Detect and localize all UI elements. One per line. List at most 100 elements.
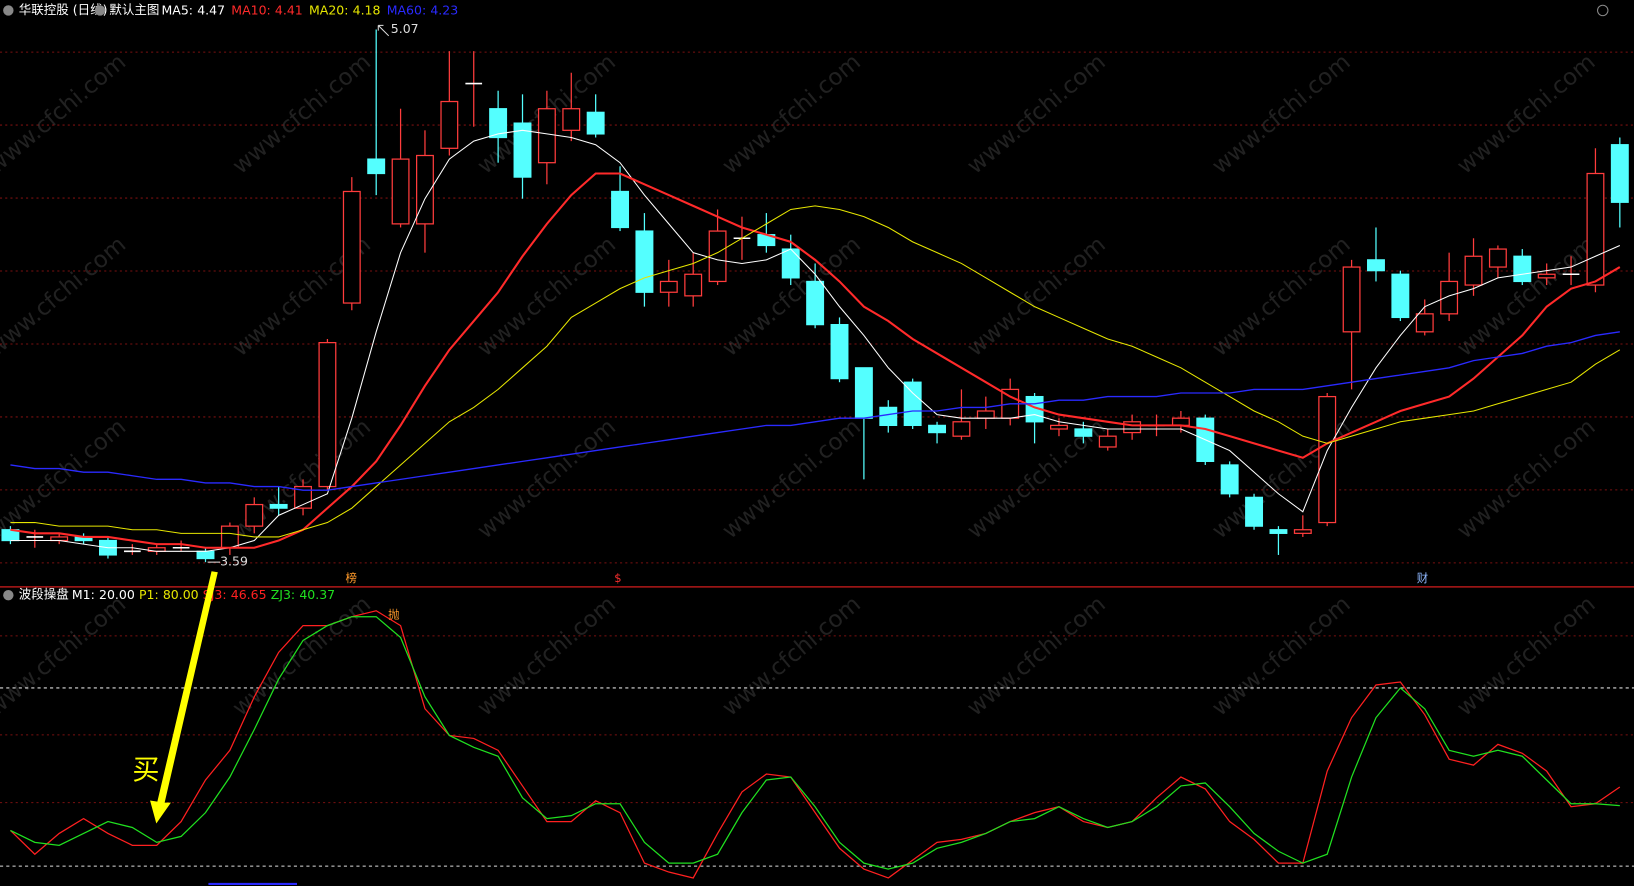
legend-value: 40.37 [299, 587, 335, 602]
ma-line [10, 205, 1621, 538]
candle-body [830, 324, 849, 380]
candle-body [220, 525, 239, 549]
candle-body [269, 503, 288, 509]
event-marker: $ [614, 571, 621, 585]
candle-body [1610, 144, 1629, 203]
indicator-line [10, 616, 1620, 870]
legend-name: MA10: [231, 2, 270, 17]
legend-name: MA20: [309, 2, 348, 17]
candle-body [659, 280, 678, 293]
candle-body [1415, 313, 1434, 333]
ma-line [10, 129, 1621, 552]
candle-body [196, 550, 215, 560]
legend-value: 4.23 [430, 2, 458, 17]
ma-line [10, 172, 1621, 549]
candle-body [879, 406, 898, 427]
candle-body [611, 190, 630, 229]
candle-body [1123, 421, 1142, 434]
legend-value: 4.41 [275, 2, 303, 17]
candle-body [1488, 248, 1507, 268]
candle-body [1269, 529, 1288, 534]
legend-entry: P1: 80.00 [139, 587, 199, 602]
candle-body [318, 341, 337, 488]
candle-body [708, 230, 727, 283]
candle-body [903, 381, 922, 427]
indicator-line [9, 610, 1621, 879]
indicator-title: 波段操盘 [19, 587, 69, 602]
candle-body [854, 367, 873, 419]
legend-value: 4.47 [197, 2, 225, 17]
candle-body [1245, 496, 1264, 527]
candle-body [440, 100, 459, 149]
candle-body [537, 108, 556, 164]
candle-body [1220, 464, 1239, 495]
candle-body [489, 108, 508, 139]
legend-value: 4.18 [353, 2, 381, 17]
candle-body [562, 108, 581, 131]
sell-signal: 抛 [388, 607, 399, 621]
menu-icon[interactable] [3, 5, 14, 16]
candle-body [928, 424, 947, 434]
min-label: 3.59 [220, 554, 248, 569]
candle-body [781, 248, 800, 279]
indicator-legend: M1: 20.00 P1: 80.00 SJ3: 46.65 ZJ3: 40.37 [72, 587, 335, 602]
stock-title: 华联控股 (日线) [19, 2, 108, 17]
candle-body [1074, 428, 1093, 437]
buy-arrow [150, 571, 218, 824]
template-icon[interactable] [94, 5, 106, 16]
settings-icon[interactable] [1597, 4, 1609, 17]
ma-legend: MA5: 4.47 MA10: 4.41 MA20: 4.18 MA60: 4.23 [162, 2, 459, 17]
legend-entry: MA60: 4.23 [387, 2, 458, 17]
legend-entry: MA20: 4.18 [309, 2, 380, 17]
legend-entry: M1: 20.00 [72, 587, 135, 602]
candle-body [391, 158, 410, 225]
legend-value: 80.00 [163, 587, 199, 602]
candle-body [952, 421, 971, 437]
legend-entry: MA10: 4.41 [231, 2, 302, 17]
max-label: 5.07 [391, 21, 419, 36]
plot-area: 5.07 3.59 榜 $ 财抛买 [0, 21, 1634, 879]
event-marker: 财 [1417, 571, 1428, 585]
candle-body [586, 111, 605, 135]
candle-body [976, 410, 995, 419]
legend-entry: ZJ3: 40.37 [271, 587, 335, 602]
candle-body [1171, 417, 1190, 427]
candle-body [1513, 255, 1532, 283]
candle-body [1367, 259, 1385, 272]
legend-name: MA60: [387, 2, 426, 17]
candle-body [1098, 435, 1117, 448]
candle-body [1318, 395, 1337, 524]
candle-body [1586, 172, 1605, 286]
candle-body [1050, 424, 1068, 430]
legend-name: M1: [72, 587, 95, 602]
indicator-icon[interactable] [3, 589, 14, 601]
legend-name: ZJ3: [271, 587, 295, 602]
buy-signal: 买 [132, 755, 159, 786]
template-name: 默认主图 [109, 2, 159, 17]
candle-body [1464, 255, 1483, 286]
ma-line [10, 331, 1620, 491]
legend-value: 20.00 [99, 587, 135, 602]
candle-body [1342, 266, 1361, 333]
candle-body [513, 122, 532, 178]
legend-entry: MA5: 4.47 [162, 2, 226, 17]
candle-body [1293, 529, 1312, 534]
pointer [377, 24, 390, 37]
candle-body [806, 280, 825, 326]
legend-name: P1: [139, 587, 159, 602]
candle-body [342, 190, 361, 304]
legend-value: 46.65 [231, 587, 267, 602]
candle-body [367, 158, 386, 175]
candle-body [1440, 280, 1459, 315]
candle-body [1537, 273, 1556, 279]
legend-name: MA5: [162, 2, 194, 17]
event-marker: 榜 [345, 571, 356, 585]
candle-body [50, 536, 69, 542]
candle-body [1391, 273, 1410, 319]
candle-body [684, 273, 703, 297]
candle-body [635, 230, 654, 293]
candle-body [245, 503, 264, 527]
